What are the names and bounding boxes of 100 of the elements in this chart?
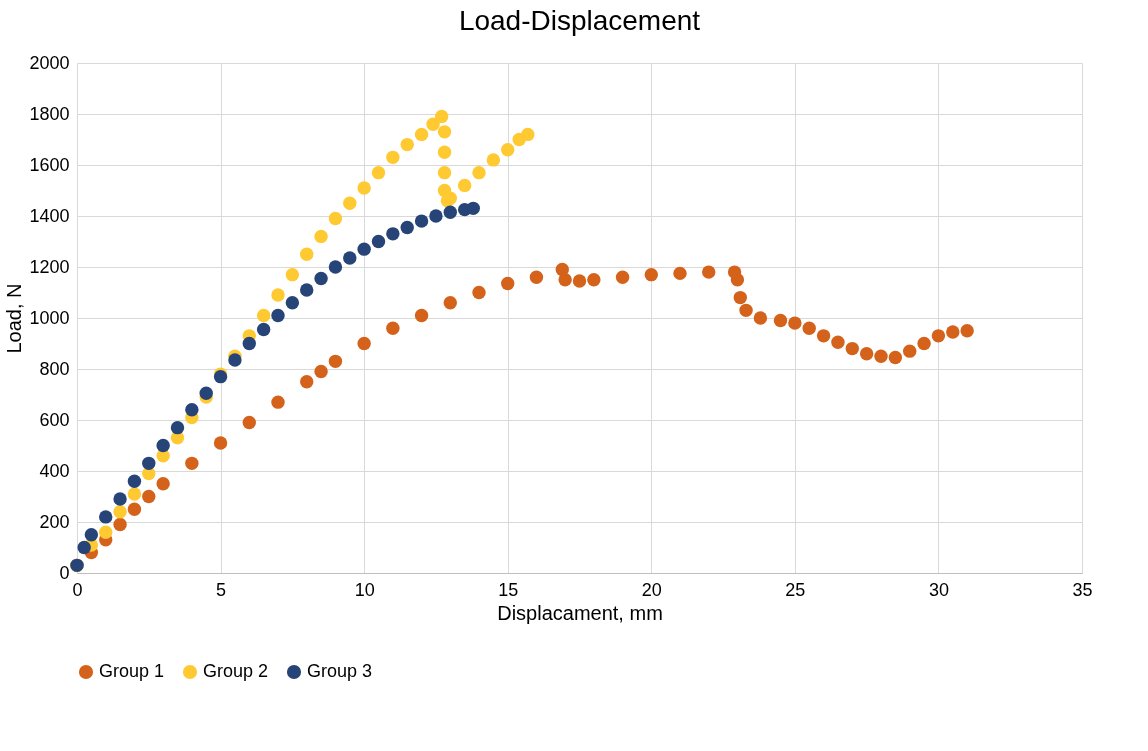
x-tick-label: 20 bbox=[641, 579, 662, 600]
point bbox=[529, 270, 544, 284]
point bbox=[486, 153, 501, 167]
y-tick-label: 1200 bbox=[29, 256, 70, 277]
y-tick-label: 1600 bbox=[29, 154, 70, 175]
point bbox=[644, 267, 658, 282]
point bbox=[733, 290, 748, 305]
point bbox=[414, 127, 429, 142]
y-tick-label: 1400 bbox=[29, 205, 70, 226]
point bbox=[156, 477, 170, 491]
point bbox=[185, 403, 199, 417]
point bbox=[113, 505, 127, 519]
x-tick-label: 10 bbox=[354, 579, 375, 600]
y-tick-label: 600 bbox=[39, 409, 70, 430]
point bbox=[773, 313, 788, 328]
point bbox=[386, 321, 400, 335]
point bbox=[521, 127, 535, 142]
point bbox=[357, 181, 371, 195]
point bbox=[501, 276, 515, 291]
point bbox=[472, 165, 486, 180]
x-tick-label: 25 bbox=[785, 579, 806, 600]
legend-label: Group 2 bbox=[203, 661, 269, 681]
point bbox=[343, 251, 357, 265]
point bbox=[357, 242, 371, 256]
point bbox=[437, 165, 452, 180]
point bbox=[271, 395, 285, 409]
point bbox=[558, 273, 572, 287]
point bbox=[127, 487, 142, 501]
point bbox=[788, 316, 802, 330]
point bbox=[888, 350, 903, 365]
y-tick-label: 2000 bbox=[29, 52, 70, 73]
point bbox=[99, 510, 113, 524]
point bbox=[371, 234, 386, 249]
point bbox=[228, 353, 242, 367]
x-axis-title: Displacament, mm bbox=[497, 601, 663, 624]
point bbox=[314, 229, 328, 244]
point bbox=[300, 247, 314, 261]
y-axis-title: Load, N bbox=[3, 283, 26, 354]
point bbox=[314, 271, 328, 286]
point bbox=[946, 325, 960, 339]
chart-title: Load-Displacement bbox=[458, 5, 701, 36]
point bbox=[343, 196, 357, 210]
point bbox=[400, 137, 414, 152]
point bbox=[170, 420, 185, 435]
point bbox=[587, 273, 601, 287]
point bbox=[213, 436, 228, 450]
point bbox=[113, 492, 127, 506]
point bbox=[874, 349, 888, 363]
point bbox=[931, 329, 946, 343]
point bbox=[501, 143, 515, 157]
point bbox=[127, 474, 142, 488]
point bbox=[443, 205, 457, 219]
point bbox=[739, 303, 753, 318]
point bbox=[472, 285, 486, 300]
y-tick-label: 1000 bbox=[29, 307, 70, 328]
point bbox=[300, 283, 314, 297]
x-tick-label: 35 bbox=[1072, 579, 1093, 600]
point bbox=[859, 347, 874, 361]
point bbox=[457, 178, 472, 193]
point bbox=[845, 341, 859, 356]
point bbox=[99, 525, 113, 539]
point bbox=[437, 125, 452, 139]
point bbox=[730, 273, 745, 287]
x-tick-label: 5 bbox=[216, 579, 227, 600]
point bbox=[816, 329, 831, 343]
point bbox=[831, 335, 845, 349]
point bbox=[314, 364, 328, 379]
legend-label: Group 1 bbox=[99, 661, 165, 681]
point bbox=[328, 354, 343, 369]
point bbox=[414, 214, 429, 228]
point bbox=[242, 336, 256, 351]
y-tick-label: 200 bbox=[39, 511, 70, 532]
point bbox=[142, 456, 156, 471]
y-tick-label: 0 bbox=[59, 562, 70, 583]
point bbox=[113, 517, 127, 532]
point bbox=[285, 267, 300, 282]
point bbox=[429, 209, 443, 223]
point bbox=[357, 336, 371, 351]
point bbox=[400, 220, 414, 235]
point bbox=[434, 109, 449, 124]
point bbox=[466, 201, 480, 216]
point bbox=[437, 145, 452, 159]
point bbox=[156, 438, 170, 453]
point bbox=[285, 296, 300, 310]
y-tick-label: 1800 bbox=[29, 103, 70, 124]
point bbox=[271, 308, 285, 323]
point bbox=[242, 415, 256, 430]
point bbox=[256, 322, 271, 337]
point bbox=[328, 211, 343, 226]
point bbox=[917, 336, 931, 351]
point bbox=[300, 375, 314, 389]
point bbox=[903, 344, 917, 358]
point bbox=[256, 308, 271, 323]
point bbox=[142, 489, 156, 504]
x-tick-label: 0 bbox=[72, 579, 83, 600]
point bbox=[84, 528, 99, 542]
point bbox=[77, 540, 91, 555]
point bbox=[960, 324, 974, 338]
y-tick-label: 400 bbox=[39, 460, 70, 481]
point bbox=[615, 270, 630, 284]
